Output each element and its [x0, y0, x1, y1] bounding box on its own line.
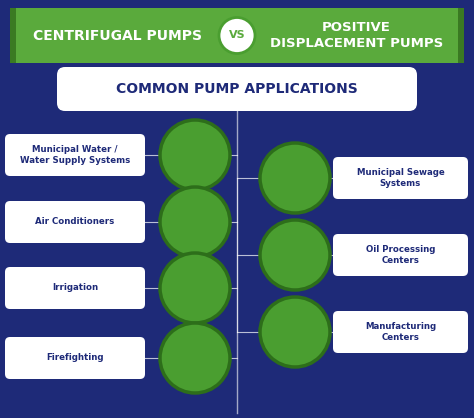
- Circle shape: [160, 323, 230, 393]
- FancyBboxPatch shape: [458, 8, 464, 63]
- Text: VS: VS: [228, 31, 246, 41]
- Circle shape: [160, 120, 230, 190]
- Circle shape: [160, 187, 230, 257]
- FancyBboxPatch shape: [5, 267, 145, 309]
- Text: Oil Processing
Centers: Oil Processing Centers: [366, 245, 435, 265]
- Text: Firefighting: Firefighting: [46, 354, 104, 362]
- Text: CENTRIFUGAL PUMPS: CENTRIFUGAL PUMPS: [33, 28, 202, 43]
- FancyBboxPatch shape: [10, 8, 16, 63]
- Text: COMMON PUMP APPLICATIONS: COMMON PUMP APPLICATIONS: [116, 82, 358, 96]
- Circle shape: [160, 253, 230, 323]
- FancyBboxPatch shape: [5, 201, 145, 243]
- FancyBboxPatch shape: [5, 337, 145, 379]
- Text: POSITIVE
DISPLACEMENT PUMPS: POSITIVE DISPLACEMENT PUMPS: [270, 21, 443, 50]
- FancyBboxPatch shape: [333, 311, 468, 353]
- Circle shape: [219, 18, 255, 54]
- FancyBboxPatch shape: [57, 67, 417, 111]
- Circle shape: [260, 297, 330, 367]
- FancyBboxPatch shape: [10, 8, 464, 63]
- FancyBboxPatch shape: [333, 234, 468, 276]
- Text: Municipal Sewage
Systems: Municipal Sewage Systems: [356, 168, 444, 188]
- Text: Air Conditioners: Air Conditioners: [36, 217, 115, 227]
- Text: Municipal Water /
Water Supply Systems: Municipal Water / Water Supply Systems: [20, 145, 130, 165]
- Circle shape: [260, 143, 330, 213]
- FancyBboxPatch shape: [333, 157, 468, 199]
- Circle shape: [260, 220, 330, 290]
- Text: Irrigation: Irrigation: [52, 283, 98, 293]
- Text: Manufacturing
Centers: Manufacturing Centers: [365, 322, 436, 342]
- FancyBboxPatch shape: [5, 134, 145, 176]
